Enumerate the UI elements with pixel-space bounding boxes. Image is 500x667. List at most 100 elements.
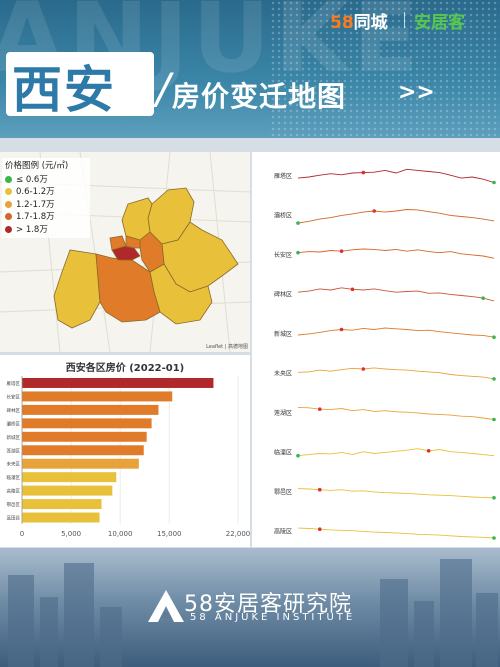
district-huyi[interactable] bbox=[53, 249, 101, 329]
trend-min-point bbox=[492, 180, 496, 185]
trend-min-point bbox=[492, 377, 496, 381]
brand-58-number: 58 bbox=[330, 13, 354, 33]
trend-line-7 bbox=[297, 448, 495, 457]
trend-series-label: 高陵区 bbox=[274, 528, 292, 536]
trend-series-label: 鄠邑区 bbox=[274, 488, 292, 496]
trend-line-4 bbox=[297, 327, 495, 338]
page-title-city: 西安 bbox=[12, 61, 116, 119]
trend-min-point bbox=[492, 417, 496, 422]
trend-series-label: 未央区 bbox=[274, 370, 292, 378]
trend-min-point bbox=[296, 221, 300, 225]
trend-line-1 bbox=[297, 209, 495, 224]
trend-max-point bbox=[361, 367, 366, 371]
legend-label: 1.2-1.7万 bbox=[16, 199, 55, 210]
bar-x-tick-label: 15,000 bbox=[157, 530, 182, 538]
header-banner: ANJUKE 58同城 安居客 西安 / 房价变迁地图 >> bbox=[0, 0, 500, 138]
title-white-box bbox=[6, 52, 154, 116]
bar-6 bbox=[22, 458, 139, 469]
double-chevron-icon: >> bbox=[398, 80, 435, 105]
footer-institute-subtitle: 58 ANJUKE INSTITUTE bbox=[190, 612, 356, 623]
bar-x-tick-label: 0 bbox=[20, 530, 24, 538]
trend-line-0 bbox=[297, 168, 495, 183]
bar-category-label: 未央区 bbox=[7, 461, 21, 468]
brand-58-tongcheng-logo: 58同城 bbox=[330, 8, 388, 33]
trend-line-3 bbox=[297, 287, 495, 302]
trend-series-label: 莲湖区 bbox=[274, 409, 292, 417]
legend-label: 1.7-1.8万 bbox=[16, 212, 55, 222]
trend-min-point bbox=[296, 453, 300, 458]
brand-separator bbox=[404, 12, 405, 28]
bar-category-label: 鄠邑区 bbox=[7, 501, 21, 508]
trend-max-point bbox=[317, 407, 322, 411]
title-slash-decoration: / bbox=[156, 64, 171, 113]
bar-4 bbox=[22, 431, 147, 442]
bar-category-label: 碑林区 bbox=[7, 407, 21, 414]
bar-category-label: 长安区 bbox=[7, 393, 21, 400]
trend-series-label: 雁塔区 bbox=[274, 172, 292, 180]
skyline-building bbox=[8, 575, 34, 667]
legend-title: 价格图例 (元/㎡) bbox=[5, 161, 69, 171]
trend-max-point bbox=[339, 327, 344, 332]
map-legend: 价格图例 (元/㎡) ≤ 0.6万 0.6-1.2万 1.2-1.7万 1.7-… bbox=[2, 158, 90, 238]
brand-tongcheng-text: 同城 bbox=[353, 13, 388, 33]
trend-series-label: 碑林区 bbox=[274, 291, 292, 299]
legend-swatch bbox=[5, 213, 12, 220]
legend-swatch bbox=[5, 188, 12, 195]
bar-category-label: 高陵区 bbox=[7, 488, 21, 495]
trend-min-point bbox=[492, 496, 496, 500]
district-xincheng[interactable] bbox=[125, 235, 141, 249]
bar-category-label: 新城区 bbox=[7, 434, 21, 441]
legend-item: 1.2-1.7万 bbox=[5, 199, 87, 212]
bar-x-tick-label: 10,000 bbox=[108, 530, 133, 538]
district-price-bar-chart: 西安各区房价 (2022-01) 0 5,000 10,000 15,000 22,00… bbox=[0, 355, 250, 547]
trend-series-label: 长安区 bbox=[274, 251, 292, 259]
anjuke-institute-logo-icon bbox=[148, 590, 184, 622]
legend-item: 1.7-1.8万 bbox=[5, 211, 87, 224]
legend-swatch bbox=[5, 225, 12, 233]
map-attribution[interactable]: Leaflet | 高德地图 bbox=[206, 344, 248, 350]
trend-min-point bbox=[296, 250, 300, 255]
trend-min-point bbox=[492, 536, 496, 540]
trend-series-label: 新城区 bbox=[274, 330, 292, 338]
trend-max-point bbox=[372, 209, 377, 213]
skyline-building bbox=[64, 563, 94, 667]
district-trend-lines: 雁塔区灞桥区长安区碑林区新城区未央区莲湖区临潼区鄠邑区高陵区 bbox=[252, 152, 500, 547]
bar-3 bbox=[22, 418, 152, 429]
trend-max-point bbox=[317, 487, 322, 492]
trend-line-8 bbox=[297, 488, 495, 499]
trend-max-point bbox=[350, 287, 355, 292]
bar-0 bbox=[22, 378, 214, 388]
trend-line-2 bbox=[297, 248, 495, 259]
bar-7 bbox=[22, 472, 117, 483]
bar-5 bbox=[22, 445, 144, 456]
legend-label: ≤ 0.6万 bbox=[16, 174, 48, 185]
skyline-building bbox=[380, 579, 408, 667]
district-baqiao[interactable] bbox=[139, 231, 165, 273]
bar-2 bbox=[22, 404, 159, 415]
district-price-map[interactable]: 价格图例 (元/㎡) ≤ 0.6万 0.6-1.2万 1.2-1.7万 1.7-… bbox=[0, 152, 250, 352]
bar-9 bbox=[22, 499, 102, 510]
bar-chart-title: 西安各区房价 (2022-01) bbox=[65, 363, 185, 374]
page-subtitle: 房价变迁地图 bbox=[172, 80, 347, 113]
trend-max-point bbox=[361, 170, 366, 175]
bar-1 bbox=[22, 391, 173, 402]
skyline-building bbox=[414, 601, 434, 667]
legend-label: > 1.8万 bbox=[16, 224, 48, 235]
bar-category-label: 蓝田县 bbox=[7, 515, 21, 522]
trend-max-point bbox=[426, 449, 431, 453]
legend-swatch bbox=[5, 200, 12, 208]
trend-line-6 bbox=[297, 406, 495, 420]
legend-item: ≤ 0.6万 bbox=[5, 174, 87, 187]
skyline-building bbox=[100, 607, 122, 667]
bar-10 bbox=[22, 512, 100, 523]
map-districts bbox=[53, 187, 239, 329]
trend-series-label: 灞桥区 bbox=[274, 212, 292, 220]
skyline-building bbox=[440, 559, 472, 667]
skyline-building bbox=[40, 597, 58, 667]
trend-series-label: 临潼区 bbox=[274, 449, 292, 457]
bar-x-tick-label: 5,000 bbox=[61, 530, 81, 538]
trend-max-point bbox=[339, 249, 344, 253]
bar-chart-svg: 0 5,000 10,000 15,000 22,000 雁塔区长安区碑林区灞桥区新城区莲… bbox=[7, 376, 250, 538]
legend-item: > 1.8万 bbox=[5, 224, 87, 237]
bar-category-label: 灞桥区 bbox=[7, 420, 21, 427]
